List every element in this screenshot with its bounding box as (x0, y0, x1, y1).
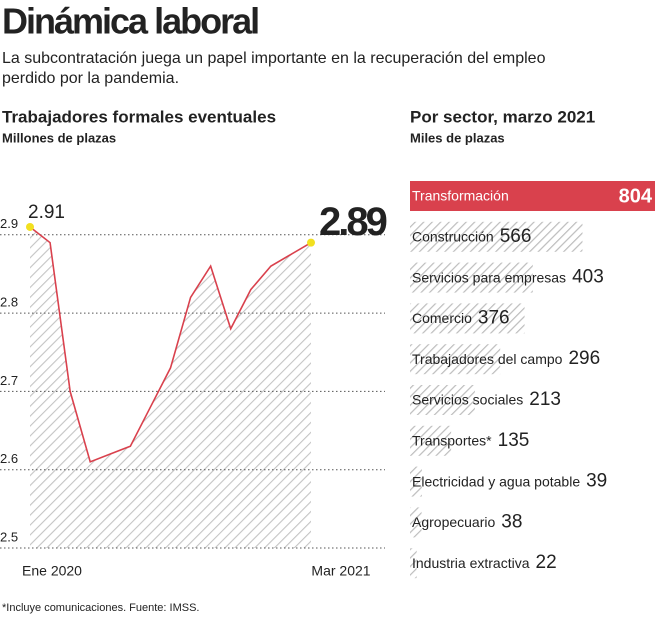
bar (410, 303, 525, 334)
y-tick-label: 2.7 (0, 373, 18, 388)
chart-subtitle: Millones de plazas (2, 130, 116, 145)
subtitle: La subcontratación juega un papel import… (2, 50, 546, 67)
value-label: 566 (500, 226, 532, 247)
bar (410, 344, 501, 375)
value-label: 804 (619, 185, 653, 207)
data-label: 2.89 (319, 200, 387, 244)
category-label: Comercio (412, 310, 472, 326)
category-label: Agropecuario (412, 514, 495, 530)
bar (410, 262, 533, 293)
chart-title: Por sector, marzo 2021 (410, 107, 595, 126)
bar (410, 385, 475, 415)
bar (410, 221, 583, 252)
data-label: 2.91 (28, 202, 65, 223)
y-tick-label: 2.6 (0, 451, 18, 466)
value-label: 22 (536, 552, 557, 573)
category-label: Transportes* (412, 433, 492, 449)
title: Dinámica laboral (2, 1, 258, 42)
point (26, 222, 34, 231)
line (29, 226, 312, 463)
y-tick-label: 2.5 (0, 529, 18, 544)
value-label: 376 (478, 307, 510, 328)
value-label: 135 (498, 430, 530, 451)
chart-title: Trabajadores formales eventuales (2, 107, 276, 126)
bar (410, 507, 422, 538)
value-label: 403 (572, 267, 604, 288)
x-tick-label: Mar 2021 (311, 563, 370, 579)
subtitle: perdido por la pandemia. (2, 70, 179, 87)
bar (410, 425, 452, 456)
x-tick-label: Ene 2020 (22, 563, 82, 579)
value-label: 39 (586, 471, 607, 492)
value-label: 38 (501, 511, 522, 532)
category-label: Construcción (412, 229, 494, 245)
category-label: Electricidad y agua potable (412, 473, 580, 489)
category-label: Industria extractiva (412, 555, 530, 571)
category-label: Servicios sociales (412, 392, 523, 408)
category-label: Trabajadores del campo (412, 351, 563, 367)
bar (410, 548, 417, 579)
bar (410, 466, 422, 497)
category-label: Transformación (412, 188, 509, 204)
category-label: Servicios para empresas (412, 269, 566, 285)
footnote: *Incluye comunicaciones. Fuente: IMSS. (2, 602, 199, 614)
bar (410, 181, 655, 211)
chart-subtitle: Miles de plazas (410, 130, 505, 145)
point (307, 238, 315, 247)
area (30, 226, 311, 548)
value-label: 296 (568, 348, 600, 369)
y-tick-label: 2.9 (0, 216, 18, 231)
value-label: 213 (529, 389, 561, 410)
y-tick-label: 2.8 (0, 295, 18, 310)
